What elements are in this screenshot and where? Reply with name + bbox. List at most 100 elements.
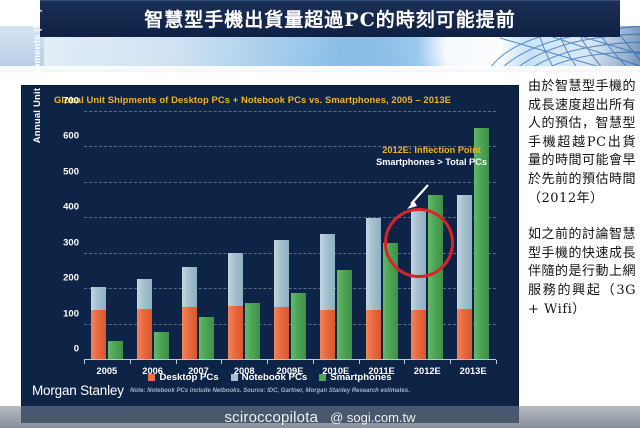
bar-total-pcs xyxy=(228,253,244,360)
y-tick-label: 500 xyxy=(63,166,79,178)
inflection-annotation: 2012E: Inflection Point Smartphones > To… xyxy=(339,144,524,168)
bar-smartphones xyxy=(336,269,352,360)
x-tick-mark xyxy=(312,360,314,364)
legend-swatch-notebook xyxy=(230,374,238,381)
bar-segment-desktop xyxy=(182,306,198,360)
legend-item-notebook: Notebook PCs xyxy=(230,372,308,383)
bar-group: 2007 xyxy=(176,112,222,376)
x-tick-mark xyxy=(84,360,85,364)
bar-total-pcs xyxy=(273,239,289,360)
bar-segment-desktop xyxy=(411,310,427,360)
bar-group: 2010E xyxy=(313,112,359,376)
bar-segment-desktop xyxy=(136,308,152,360)
legend-label-notebook: Notebook PCs xyxy=(241,372,308,383)
chart-legend: Desktop PCs Notebook PCs Smartphones xyxy=(22,372,518,383)
gridline xyxy=(84,288,496,290)
side-paragraph-1: 由於智慧型手機的成長速度超出所有人的預估，智慧型手機超越PC出貨量的時間可能會早… xyxy=(528,79,637,206)
bar-segment-desktop xyxy=(228,306,244,360)
legend-item-desktop: Desktop PCs xyxy=(148,372,219,383)
gridline xyxy=(84,217,496,219)
legend-swatch-desktop xyxy=(148,374,156,381)
watermark-user: sciroccopilota xyxy=(224,408,319,426)
x-tick-label: 2009E xyxy=(276,366,304,376)
legend-label-desktop: Desktop PCs xyxy=(159,372,219,383)
globe-network-icon xyxy=(490,26,640,66)
page-title: 智慧型手機出貨量超過PC的時刻可能提前 xyxy=(144,9,516,31)
side-commentary: 由於智慧型手機的成長速度超出所有人的預估，智慧型手機超越PC出貨量的時間可能會早… xyxy=(528,78,636,337)
y-axis-label: Annual Unit Shipments (MM) xyxy=(32,8,43,144)
bar-segment-notebook xyxy=(319,234,335,311)
x-tick-label: 2007 xyxy=(188,366,209,376)
x-tick-mark xyxy=(129,360,131,364)
legend-label-smartphone: Smartphones xyxy=(330,372,392,383)
bar-smartphones xyxy=(245,303,261,360)
annotation-line-2: Smartphones > Total PCs xyxy=(376,157,487,167)
bar-total-pcs xyxy=(182,267,198,360)
banner-bottom-divider xyxy=(0,66,640,72)
gridline xyxy=(84,111,496,112)
x-axis xyxy=(84,359,496,360)
x-tick-label: 2013E xyxy=(459,366,487,376)
bar-segment-notebook xyxy=(273,239,289,307)
bar-group: 2009E xyxy=(267,112,313,376)
watermark-site: @ sogi.com.tw xyxy=(330,409,416,425)
chart-title: Global Unit Shipments of Desktop PCs + N… xyxy=(54,94,452,105)
y-tick-label: 100 xyxy=(63,308,79,320)
bar-segment-notebook xyxy=(182,267,198,307)
gridline xyxy=(84,252,496,254)
bar-segment-notebook xyxy=(457,195,473,309)
bar-segment-notebook xyxy=(365,218,381,311)
bar-total-pcs xyxy=(457,195,473,360)
x-tick-label: 2011E xyxy=(368,366,395,376)
bar-smartphones xyxy=(474,127,490,360)
y-tick-label: 700 xyxy=(63,95,79,107)
bar-segment-notebook xyxy=(90,287,106,311)
bar-group: 2013E xyxy=(450,112,496,376)
x-tick-mark xyxy=(404,360,406,364)
x-tick-mark xyxy=(221,360,223,364)
bar-total-pcs xyxy=(319,234,335,360)
y-tick-label: 600 xyxy=(63,130,79,142)
x-tick-mark xyxy=(358,360,360,364)
bar-smartphones xyxy=(290,292,306,360)
x-tick-label: 2005 xyxy=(96,366,118,376)
red-circle-highlight xyxy=(384,208,454,278)
legend-item-smartphone: Smartphones xyxy=(319,372,392,383)
bar-group: 2006 xyxy=(130,112,176,376)
bar-segment-desktop xyxy=(90,310,106,360)
arrow-down-left-icon xyxy=(407,184,429,209)
bar-segment-desktop xyxy=(319,310,335,360)
banner-left-band xyxy=(0,26,44,66)
x-tick-label: 2012E xyxy=(413,366,441,376)
y-tick-label: 400 xyxy=(63,201,79,213)
bar-segment-desktop xyxy=(457,308,473,360)
bar-smartphones xyxy=(107,340,123,360)
x-tick-mark xyxy=(496,360,497,364)
gridline xyxy=(84,323,496,325)
header-banner: 智慧型手機出貨量超過PC的時刻可能提前 xyxy=(0,0,640,72)
x-tick-label: 2010E xyxy=(322,366,350,376)
x-tick-mark xyxy=(450,360,452,364)
chart-card: Global Unit Shipments of Desktop PCs + N… xyxy=(22,9,518,422)
x-tick-label: 2008 xyxy=(233,366,255,376)
bar-group: 2008 xyxy=(221,112,267,376)
y-tick-label: 0 xyxy=(73,343,79,355)
bar-segment-notebook xyxy=(136,278,152,309)
bar-segment-notebook xyxy=(228,253,244,307)
gridline xyxy=(84,181,496,183)
legend-swatch-smartphone xyxy=(319,374,327,381)
y-tick-label: 300 xyxy=(63,237,79,249)
x-tick-mark xyxy=(175,360,177,364)
annotation-line-1: 2012E: Inflection Point xyxy=(382,145,481,155)
gridline xyxy=(84,146,496,148)
bar-group: 2005 xyxy=(84,112,130,376)
bar-total-pcs xyxy=(136,278,152,360)
side-paragraph-2: 如之前的討論智慧型手機的快速成長伴隨的是行動上網服務的興起（3G + Wifi） xyxy=(528,227,637,317)
bar-smartphones xyxy=(199,316,215,360)
chart-plot-area: Annual Unit Shipments (MM) 0 100 200 300 400… xyxy=(32,9,497,376)
x-tick-label: 2006 xyxy=(142,366,163,376)
slide-title-bar: 智慧型手機出貨量超過PC的時刻可能提前 xyxy=(40,0,620,37)
bar-smartphones xyxy=(153,331,169,360)
chart-source-note: Note: Notebook PCs include Netbooks. Sou… xyxy=(130,388,410,394)
